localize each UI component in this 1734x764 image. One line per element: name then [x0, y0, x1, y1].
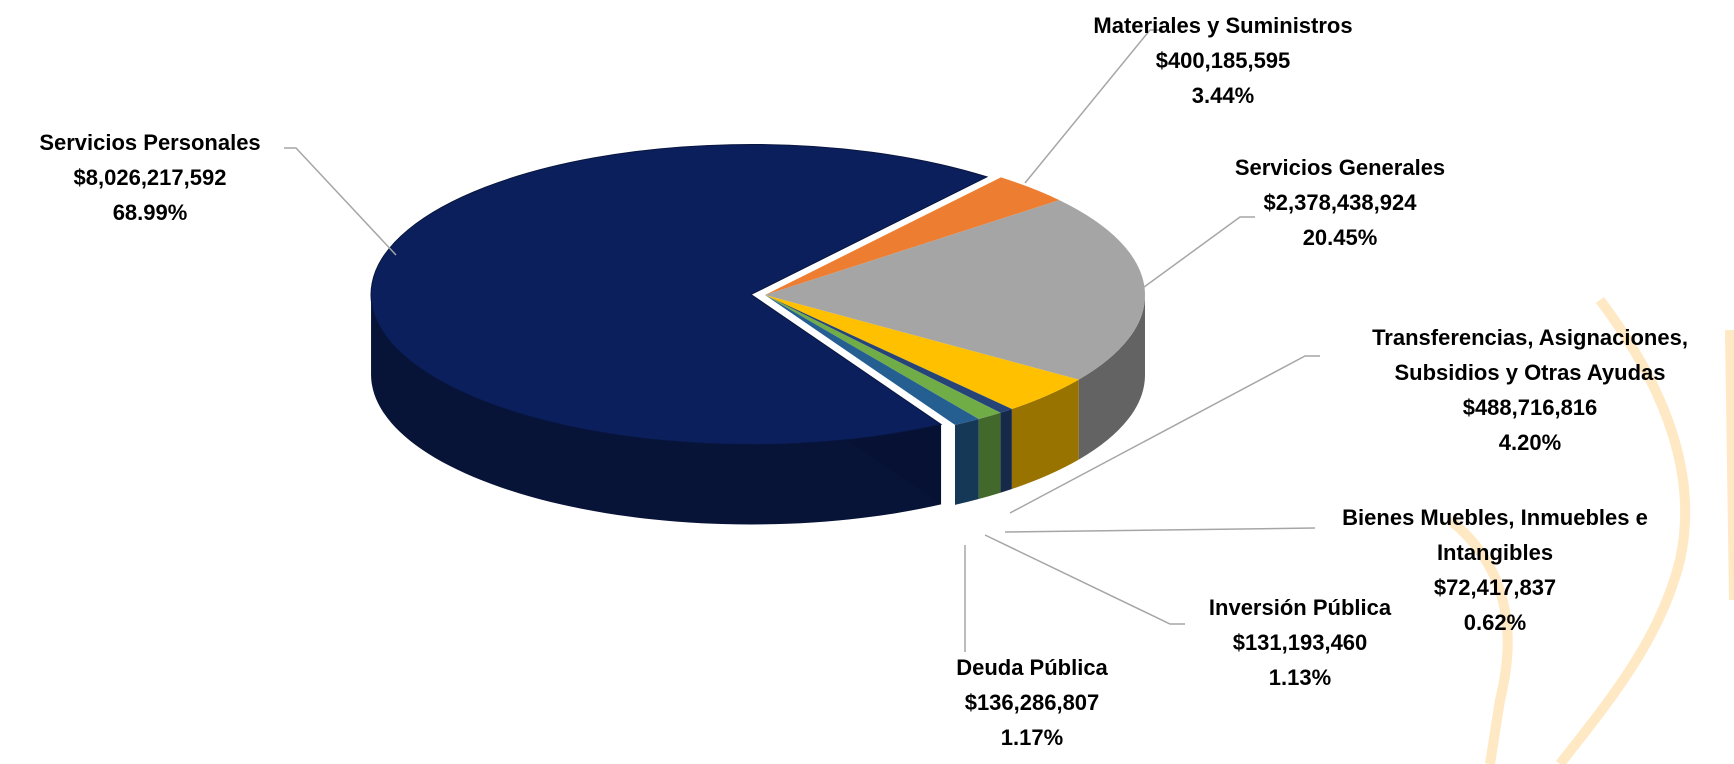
slice	[765, 295, 979, 425]
category-label: Materiales y Suministros	[1093, 13, 1353, 38]
data-label: Servicios Personales $8,026,217,592 68.99%	[0, 125, 300, 230]
percent-label: 20.45%	[1302, 225, 1378, 250]
data-label: Materiales y Suministros $400,185,595 3.44…	[1053, 8, 1393, 113]
data-label: Inversión Pública $131,193,460 1.13%	[1170, 590, 1430, 695]
background-ornament	[1446, 297, 1734, 764]
slice	[370, 143, 989, 445]
data-label: Bienes Muebles, Inmuebles e Intangibles $…	[1295, 500, 1695, 640]
slice	[765, 200, 1145, 380]
category-label: Deuda Pública	[956, 655, 1108, 680]
leader-line	[1024, 29, 1163, 184]
category-label: Servicios Generales	[1234, 155, 1446, 180]
category-label: Servicios Personales	[39, 130, 261, 155]
slice	[765, 295, 1012, 413]
percent-label: 3.44%	[1191, 83, 1255, 108]
leader-line	[284, 147, 397, 256]
leader-line	[984, 534, 1185, 625]
data-label: Transferencias, Asignaciones, Subsidios …	[1330, 320, 1730, 460]
percent-label: 1.13%	[1268, 665, 1332, 690]
category-label: Inversión Pública	[1208, 595, 1392, 620]
data-label: Deuda Pública $136,286,807 1.17%	[902, 650, 1162, 755]
slice	[765, 295, 1001, 420]
value-label: $2,378,438,924	[1263, 190, 1417, 215]
value-label: $131,193,460	[1232, 630, 1368, 655]
value-label: $136,286,807	[964, 690, 1100, 715]
percent-label: 4.20%	[1498, 430, 1562, 455]
slice-side	[1078, 295, 1145, 460]
value-label: $72,417,837	[1433, 575, 1557, 600]
slice-side	[1000, 409, 1012, 493]
leader-line	[1004, 527, 1316, 533]
percent-label: 1.17%	[1000, 725, 1064, 750]
data-label: Servicios Generales $2,378,438,924 20.45%	[1180, 150, 1500, 255]
slice-side	[955, 419, 979, 505]
percent-label: 68.99%	[112, 200, 188, 225]
slice	[765, 177, 1060, 295]
pie	[370, 143, 1145, 525]
leader-line	[1009, 355, 1320, 514]
category-label: Bienes Muebles, Inmuebles e Intangibles	[1342, 505, 1648, 565]
leader-line	[1139, 216, 1255, 291]
leader-lines	[284, 29, 1320, 652]
slice-side	[371, 294, 942, 525]
slice	[765, 295, 1079, 410]
value-label: $400,185,595	[1155, 48, 1291, 73]
percent-label: 0.62%	[1463, 610, 1527, 635]
slice-side	[1011, 379, 1079, 490]
value-label: $8,026,217,592	[73, 165, 227, 190]
category-label: Transferencias, Asignaciones, Subsidios …	[1372, 325, 1688, 385]
slice-side	[978, 412, 1001, 500]
value-label: $488,716,816	[1462, 395, 1598, 420]
